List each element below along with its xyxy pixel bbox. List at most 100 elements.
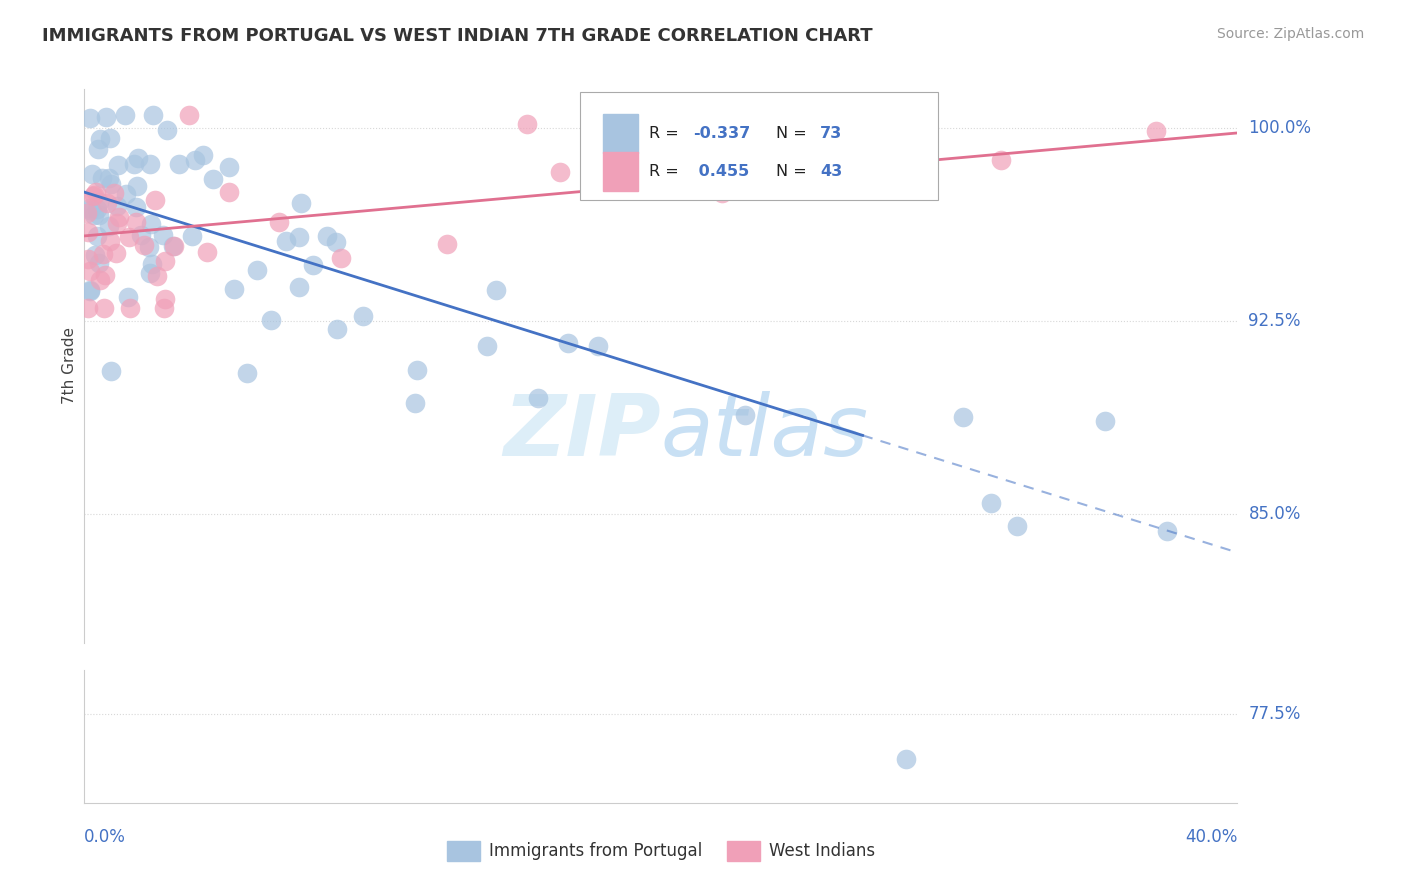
Point [82, 189, 104, 203]
Point [142, 108, 165, 122]
Point [105, 246, 128, 260]
Point [406, 363, 429, 377]
Point [162, 239, 184, 253]
Point [485, 283, 508, 297]
Point [163, 239, 186, 253]
Point [326, 322, 349, 336]
Point [98, 219, 121, 233]
Point [475, 339, 498, 353]
Point [235, 366, 257, 380]
Point [132, 238, 155, 252]
Point [436, 237, 458, 252]
Text: -0.337: -0.337 [693, 126, 751, 141]
Point [114, 108, 136, 122]
Point [86, 229, 108, 244]
Point [301, 258, 323, 272]
Point [141, 257, 163, 271]
Point [87, 194, 110, 209]
Point [108, 210, 131, 224]
Point [100, 177, 122, 191]
Point [131, 228, 153, 243]
Point [810, 168, 832, 182]
Text: 73: 73 [820, 126, 842, 141]
Legend: Immigrants from Portugal, West Indians: Immigrants from Portugal, West Indians [440, 834, 882, 868]
Point [83, 188, 105, 202]
FancyBboxPatch shape [581, 92, 938, 200]
Point [330, 251, 353, 265]
Point [607, 182, 630, 196]
Point [118, 230, 141, 244]
Point [87, 256, 110, 270]
Point [609, 144, 631, 158]
Point [90, 171, 112, 186]
Point [222, 282, 245, 296]
Point [156, 123, 179, 137]
Text: ZIP: ZIP [503, 391, 661, 474]
Point [105, 216, 128, 230]
Point [79, 283, 101, 297]
Point [896, 151, 918, 165]
Text: R =: R = [650, 126, 685, 141]
Point [79, 284, 101, 298]
Point [87, 208, 110, 222]
Point [139, 157, 162, 171]
Y-axis label: 7th Grade: 7th Grade [62, 327, 77, 404]
Point [117, 290, 139, 304]
Point [127, 179, 149, 194]
Point [290, 195, 312, 210]
Point [118, 301, 141, 315]
Point [145, 268, 167, 283]
Text: R =: R = [650, 164, 685, 179]
Point [93, 247, 115, 261]
Point [516, 117, 538, 131]
Point [527, 391, 550, 405]
Point [100, 364, 122, 378]
Point [139, 217, 162, 231]
Point [93, 301, 115, 315]
Point [711, 186, 734, 200]
Point [269, 215, 291, 229]
Point [124, 215, 146, 229]
Text: N =: N = [776, 164, 813, 179]
Text: 0.455: 0.455 [693, 164, 749, 179]
Point [246, 263, 269, 277]
Point [1146, 124, 1168, 138]
Point [103, 186, 125, 201]
Point [100, 130, 122, 145]
Point [288, 230, 311, 244]
Point [260, 312, 283, 326]
Point [77, 225, 100, 239]
Point [1156, 524, 1178, 538]
Point [98, 171, 121, 186]
Text: 43: 43 [820, 164, 842, 179]
Point [87, 141, 110, 155]
Point [107, 158, 129, 172]
Point [96, 196, 118, 211]
Text: atlas: atlas [661, 391, 869, 474]
Point [325, 235, 347, 249]
Point [153, 254, 176, 268]
Point [122, 157, 145, 171]
Text: 85.0%: 85.0% [1249, 505, 1301, 523]
Point [94, 110, 117, 124]
Point [79, 201, 101, 215]
Point [195, 245, 218, 260]
Point [980, 496, 1002, 510]
Point [86, 202, 108, 217]
Point [152, 301, 174, 315]
Point [1005, 519, 1028, 533]
Point [93, 268, 115, 282]
Point [276, 235, 298, 249]
Point [1094, 414, 1116, 428]
Point [316, 228, 339, 243]
Bar [603, 114, 638, 153]
Bar [603, 153, 638, 191]
Point [180, 229, 202, 244]
Point [77, 301, 100, 315]
Point [76, 252, 98, 266]
Point [143, 194, 166, 208]
Point [218, 186, 240, 200]
Point [352, 309, 374, 323]
Point [89, 272, 111, 286]
Point [218, 160, 240, 174]
